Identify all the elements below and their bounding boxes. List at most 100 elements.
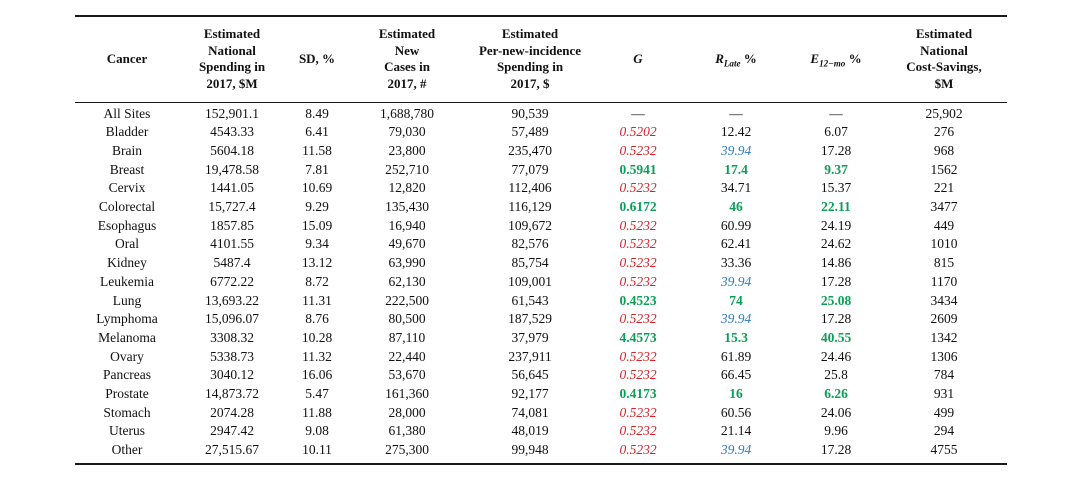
cell-sd: 15.09 <box>301 217 333 233</box>
table-header: Cancer Estimated National Spending in 20… <box>75 16 1007 102</box>
cell-sd: 9.29 <box>305 199 329 215</box>
cell-spending: 13,693.22 <box>205 292 259 308</box>
cell-cancer: Lung <box>112 292 142 308</box>
table-row: Cervix 1441.05 10.69 12,820 112,406 0.5232 34.… <box>75 179 1007 198</box>
cell-cancer: Bladder <box>105 124 149 140</box>
cell-spending: 2947.42 <box>210 423 254 439</box>
cell-per-incidence: 56,645 <box>511 367 549 383</box>
cell-cases: 62,130 <box>388 273 426 289</box>
cell-spending: 27,515.67 <box>205 442 259 458</box>
cell-savings: 1342 <box>930 329 958 345</box>
cell-r-late: 34.71 <box>720 180 752 196</box>
cell-cases: 12,820 <box>388 180 426 196</box>
cell-cases: 275,300 <box>385 442 429 458</box>
cell-cases: 79,030 <box>388 124 426 140</box>
table-row: Prostate 14,873.72 5.47 161,360 92,177 0.4173… <box>75 385 1007 404</box>
cell-cases: 1,688,780 <box>380 105 434 121</box>
cell-sd: 11.31 <box>302 292 332 308</box>
cell-cancer: Pancreas <box>103 367 151 383</box>
cell-per-incidence: 237,911 <box>508 348 552 364</box>
cell-per-incidence: 85,754 <box>511 255 549 271</box>
table-row: Ovary 5338.73 11.32 22,440 237,911 0.5232 61.8… <box>75 348 1007 367</box>
cell-cancer: Brain <box>112 142 142 158</box>
cell-sd: 10.28 <box>301 329 333 345</box>
cell-g: 0.5232 <box>619 180 657 196</box>
cell-cancer: Leukemia <box>100 273 154 289</box>
cell-g: 0.5232 <box>619 236 657 252</box>
cell-g: 0.5232 <box>619 348 657 364</box>
col-header-per-incidence-spending: Estimated Per-new-incidence Spending in … <box>478 26 582 91</box>
cell-r-late: 33.36 <box>720 255 752 271</box>
cell-g: 0.6172 <box>619 199 657 215</box>
table-row: Pancreas 3040.12 16.06 53,670 56,645 0.5232 66… <box>75 366 1007 385</box>
cell-cancer: Prostate <box>105 386 149 402</box>
cell-sd: 9.08 <box>305 423 329 439</box>
cell-per-incidence: 48,019 <box>511 423 549 439</box>
cell-cancer: Other <box>111 442 143 458</box>
cell-sd: 5.47 <box>305 386 329 402</box>
cell-cases: 222,500 <box>385 292 429 308</box>
cell-e-12mo: 24.62 <box>820 236 852 252</box>
cell-spending: 3040.12 <box>210 367 254 383</box>
cell-per-incidence: 77,079 <box>511 161 549 177</box>
cell-cancer: Ovary <box>110 348 144 364</box>
cell-g: 0.4523 <box>619 292 657 308</box>
cell-r-late: 39.94 <box>720 142 752 158</box>
table-row: Uterus 2947.42 9.08 61,380 48,019 0.5232 21.14… <box>75 422 1007 441</box>
col-header-cost-savings: Estimated National Cost-Savings, $M <box>906 26 982 91</box>
cell-r-late: 16 <box>729 386 743 402</box>
cell-e-12mo: 25.8 <box>824 367 848 383</box>
cell-sd: 7.81 <box>305 161 329 177</box>
cell-sd: 8.49 <box>305 105 329 121</box>
cell-r-late: — <box>729 105 743 121</box>
paper-table-container: Cancer Estimated National Spending in 20… <box>75 15 1007 465</box>
cell-e-12mo: — <box>829 105 843 121</box>
cell-r-late: 21.14 <box>720 423 752 439</box>
table-row: Lung 13,693.22 11.31 222,500 61,543 0.4523 74 2… <box>75 292 1007 311</box>
cell-sd: 9.34 <box>305 236 329 252</box>
cell-savings: 1170 <box>930 273 958 289</box>
cell-per-incidence: 109,001 <box>508 273 552 289</box>
cell-cases: 252,710 <box>385 161 429 177</box>
cell-cancer: Colorectal <box>98 199 156 215</box>
cell-r-late: 66.45 <box>720 367 752 383</box>
cell-g: 0.4173 <box>619 386 657 402</box>
cell-savings: 221 <box>933 180 955 196</box>
cell-per-incidence: 187,529 <box>508 311 552 327</box>
cell-per-incidence: 92,177 <box>511 386 549 402</box>
cell-g: 0.5232 <box>619 367 657 383</box>
col-header-national-spending: Estimated National Spending in 2017, $M <box>198 26 266 91</box>
cell-spending: 152,901.1 <box>205 105 259 121</box>
cell-cases: 28,000 <box>388 404 426 420</box>
cell-cases: 135,430 <box>385 199 429 215</box>
cell-e-12mo: 24.19 <box>820 217 852 233</box>
cell-per-incidence: 57,489 <box>511 124 549 140</box>
cell-cases: 61,380 <box>388 423 426 439</box>
cell-spending: 4543.33 <box>210 124 254 140</box>
cell-cancer: Kidney <box>107 255 147 271</box>
cell-spending: 5487.4 <box>213 255 251 271</box>
table-row: Esophagus 1857.85 15.09 16,940 109,672 0.5232… <box>75 217 1007 236</box>
cell-r-late: 60.56 <box>720 404 752 420</box>
cell-e-12mo: 14.86 <box>820 255 852 271</box>
cell-cancer: Esophagus <box>97 217 157 233</box>
cell-per-incidence: 109,672 <box>508 217 552 233</box>
cell-g: 0.5232 <box>619 217 657 233</box>
cell-savings: 25,902 <box>925 105 963 121</box>
cell-r-late: 12.42 <box>720 124 752 140</box>
table-row: Lymphoma 15,096.07 8.76 80,500 187,529 0.5232… <box>75 310 1007 329</box>
cell-r-late: 62.41 <box>720 236 752 252</box>
cell-sd: 10.69 <box>301 180 333 196</box>
cell-sd: 6.41 <box>305 124 329 140</box>
col-header-g: G <box>633 51 643 66</box>
cell-per-incidence: 112,406 <box>508 180 552 196</box>
cell-e-12mo: 15.37 <box>820 180 852 196</box>
cell-sd: 10.11 <box>302 442 332 458</box>
cell-cancer: Lymphoma <box>96 311 158 327</box>
table-row: Breast 19,478.58 7.81 252,710 77,079 0.5941 17… <box>75 161 1007 180</box>
cell-g: 0.5941 <box>619 161 657 177</box>
table-row: Other 27,515.67 10.11 275,300 99,948 0.5232 39… <box>75 441 1007 464</box>
cell-sd: 8.76 <box>305 311 329 327</box>
col-header-new-cases: Estimated New Cases in 2017, # <box>378 26 436 91</box>
cell-per-incidence: 99,948 <box>511 442 549 458</box>
